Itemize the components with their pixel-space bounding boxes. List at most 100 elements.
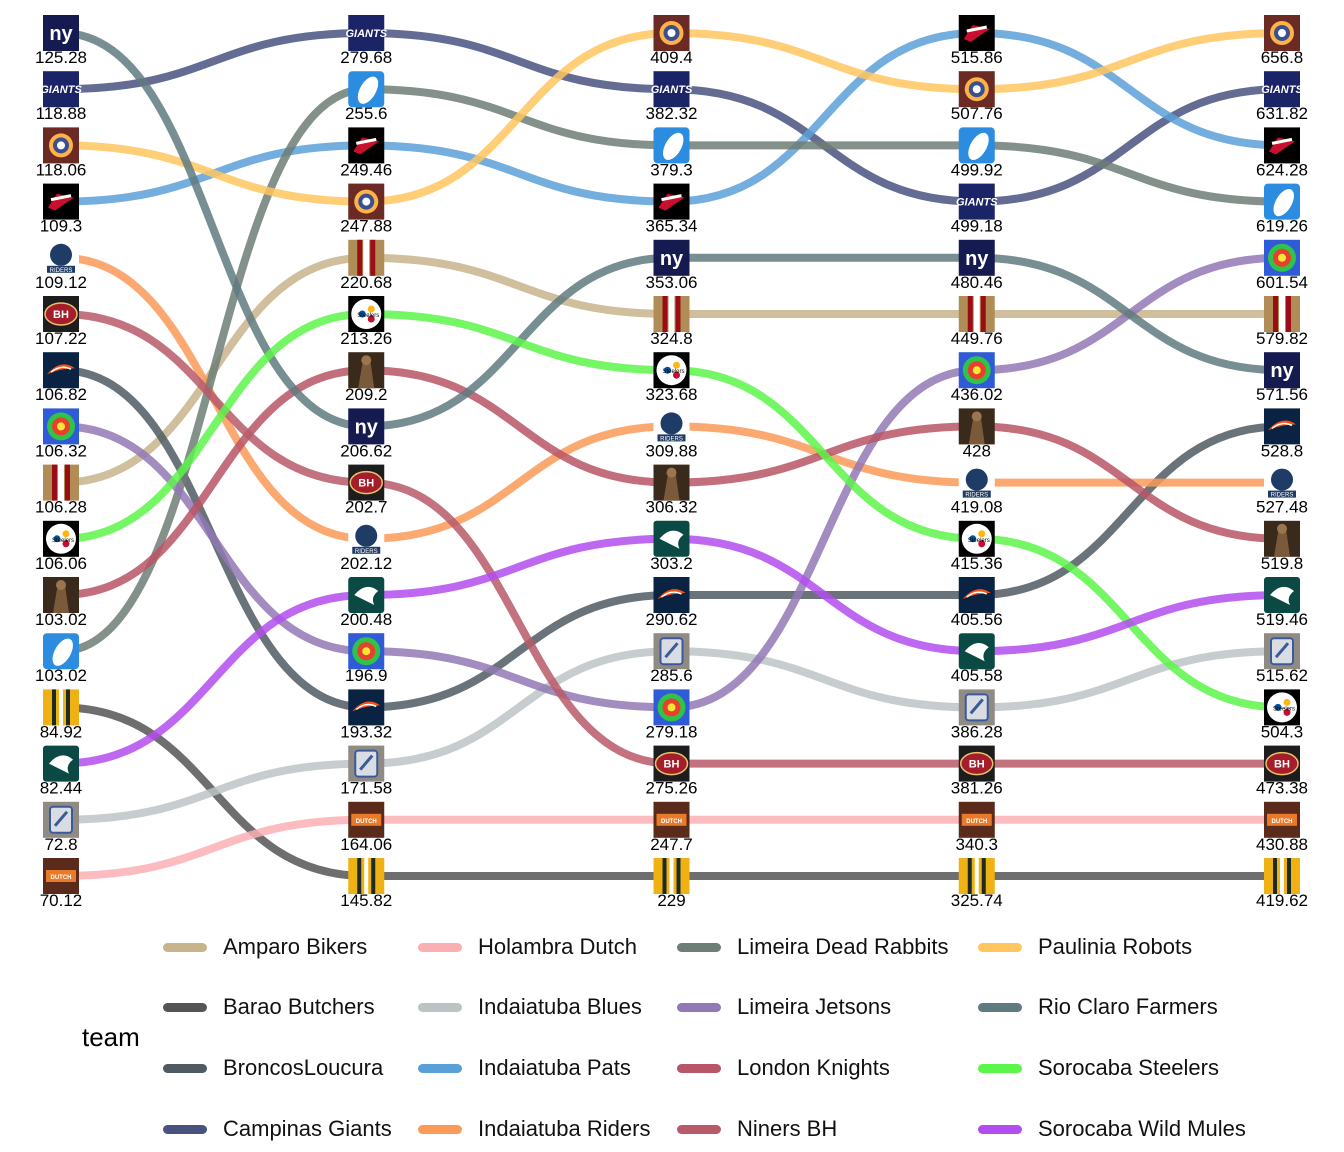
value-label-campinas-giants-5: 631.82 (1256, 104, 1308, 123)
niners-bh-logo-icon: BH (348, 464, 385, 501)
legend-label-campinas-giants: Campinas Giants (223, 1116, 392, 1141)
value-label-limeira-jetsons-3: 279.18 (646, 722, 698, 741)
patriots-logo-icon (653, 183, 690, 220)
legend-swatch-indaiatuba-blues (418, 1002, 462, 1012)
steelers-logo-icon: Steelers (348, 296, 385, 332)
value-label-limeira-dead-rabbits-1: 103.02 (35, 666, 87, 685)
bump-chart: GIANTS GIANTS GIANTS GIANTS GIANTS DUTCH DUTCH… (35, 15, 1308, 910)
legend-label-sorocaba-wild-mules: Sorocaba Wild Mules (1038, 1116, 1246, 1141)
value-label-holambra-dutch-4: 340.3 (955, 835, 998, 854)
feather-logo-icon (653, 127, 690, 164)
value-label-holambra-dutch-1: 70.12 (40, 891, 83, 910)
value-label-indaiatuba-blues-3: 285.6 (650, 666, 693, 685)
broncos-logo-icon (958, 577, 995, 613)
series-line-rio-claro-farmers (57, 29, 1286, 431)
jetsons-logo-icon (1264, 239, 1300, 276)
legend-item-campinas-giants: Campinas Giants (163, 1114, 392, 1144)
legend-swatch-indaiatuba-riders (418, 1124, 462, 1134)
bump-chart-svg: GIANTS GIANTS GIANTS GIANTS GIANTS DUTCH DUTCH… (35, 15, 1308, 910)
value-label-broncosloucura-1: 106.82 (35, 385, 87, 404)
legend-label-london-knights: London Knights (737, 1055, 890, 1080)
value-label-indaiatuba-blues-4: 386.28 (951, 722, 1003, 741)
value-label-london-knights-1: 103.02 (35, 610, 87, 629)
legend-item-limeira-jetsons: Limeira Jetsons (677, 992, 891, 1022)
value-label-barao-butchers-5: 419.62 (1256, 891, 1308, 910)
legend-swatch-barao-butchers (163, 1002, 207, 1012)
value-label-paulinia-robots-2: 247.88 (340, 217, 392, 236)
barao-butchers-logo-icon (958, 858, 995, 894)
niners-bh-logo-icon: BH (958, 745, 995, 782)
value-label-indaiatuba-pats-5: 624.28 (1256, 160, 1308, 179)
legend-label-paulinia-robots: Paulinia Robots (1038, 934, 1193, 959)
value-label-sorocaba-steelers-4: 415.36 (951, 554, 1003, 573)
jetsons-logo-icon (653, 689, 690, 726)
value-label-holambra-dutch-5: 430.88 (1256, 835, 1308, 854)
value-labels: 106.28 220.68 324.8 449.76 579.82 84.92 145.82… (35, 48, 1308, 910)
svg-text:Steelers: Steelers (968, 538, 990, 544)
ny-logo-icon: ny (653, 239, 690, 276)
holambra-dutch-logo-icon: DUTCH (1264, 801, 1300, 838)
svg-text:GIANTS: GIANTS (956, 197, 998, 209)
value-label-campinas-giants-4: 499.18 (951, 217, 1003, 236)
legend-swatch-indaiatuba-pats (418, 1063, 462, 1073)
value-label-limeira-dead-rabbits-4: 499.92 (951, 160, 1003, 179)
value-label-indaiatuba-riders-2: 202.12 (340, 554, 392, 573)
indaiatuba-blues-logo-icon (348, 745, 385, 782)
value-label-niners-bh-3: 275.26 (646, 779, 698, 798)
indaiatuba-blues-logo-icon (1264, 633, 1300, 670)
series-line-indaiatuba-riders (57, 253, 1286, 543)
holambra-dutch-logo-icon: DUTCH (43, 858, 79, 894)
value-label-indaiatuba-blues-1: 72.8 (44, 835, 77, 854)
patriots-logo-icon (43, 183, 79, 220)
riders-logo-icon: RIDERS (1264, 464, 1300, 501)
value-label-paulinia-robots-3: 409.4 (650, 48, 693, 67)
svg-text:ny: ny (49, 23, 73, 45)
barao-butchers-logo-icon (653, 858, 690, 894)
value-label-rio-claro-farmers-2: 206.62 (340, 441, 392, 460)
svg-text:GIANTS: GIANTS (1261, 84, 1303, 96)
ny-logo-icon: ny (958, 239, 995, 276)
value-label-rio-claro-farmers-1: 125.28 (35, 48, 87, 67)
robots-logo-icon (653, 15, 690, 51)
value-label-london-knights-3: 306.32 (646, 498, 698, 517)
value-label-london-knights-2: 209.2 (345, 385, 388, 404)
legend-label-indaiatuba-pats: Indaiatuba Pats (478, 1055, 631, 1080)
legend-label-amparo-bikers: Amparo Bikers (223, 934, 368, 959)
svg-text:DUTCH: DUTCH (1272, 819, 1293, 825)
value-label-campinas-giants-2: 279.68 (340, 48, 392, 67)
legend-item-amparo-bikers: Amparo Bikers (163, 932, 367, 962)
holambra-dutch-logo-icon: DUTCH (958, 801, 995, 838)
legend-swatch-paulinia-robots (978, 942, 1022, 952)
svg-text:DUTCH: DUTCH (356, 819, 377, 825)
knight-logo-icon (43, 577, 79, 613)
value-label-broncosloucura-4: 405.56 (951, 610, 1003, 629)
series-line-niners-bh (57, 310, 1286, 768)
legend-label-holambra-dutch: Holambra Dutch (478, 934, 637, 959)
value-label-rio-claro-farmers-4: 480.46 (951, 273, 1003, 292)
legend-item-indaiatuba-blues: Indaiatuba Blues (418, 992, 642, 1022)
svg-text:DUTCH: DUTCH (51, 875, 72, 881)
value-label-amparo-bikers-2: 220.68 (340, 273, 392, 292)
value-label-indaiatuba-riders-5: 527.48 (1256, 498, 1308, 517)
eagle-logo-icon (1264, 577, 1300, 613)
value-label-broncosloucura-2: 193.32 (340, 722, 392, 741)
value-label-sorocaba-wild-mules-2: 200.48 (340, 610, 392, 629)
value-label-niners-bh-4: 381.26 (951, 779, 1003, 798)
value-label-indaiatuba-pats-3: 365.34 (646, 217, 698, 236)
series-line-london-knights (57, 366, 1286, 599)
steelers-logo-icon: Steelers (1264, 689, 1300, 726)
value-label-sorocaba-wild-mules-5: 519.46 (1256, 610, 1308, 629)
knight-logo-icon (1264, 520, 1300, 557)
series-line-broncosloucura (57, 366, 1286, 712)
value-label-indaiatuba-blues-2: 171.58 (340, 779, 392, 798)
patriots-logo-icon (1264, 127, 1300, 164)
value-label-broncosloucura-3: 290.62 (646, 610, 698, 629)
value-label-sorocaba-wild-mules-4: 405.58 (951, 666, 1003, 685)
value-label-sorocaba-wild-mules-1: 82.44 (40, 779, 83, 798)
svg-text:GIANTS: GIANTS (345, 28, 387, 40)
robots-logo-icon (348, 183, 385, 220)
value-label-paulinia-robots-5: 656.8 (1261, 48, 1304, 67)
patriots-logo-icon (348, 127, 385, 164)
svg-text:RIDERS: RIDERS (965, 493, 988, 499)
legend-swatch-holambra-dutch (418, 942, 462, 952)
